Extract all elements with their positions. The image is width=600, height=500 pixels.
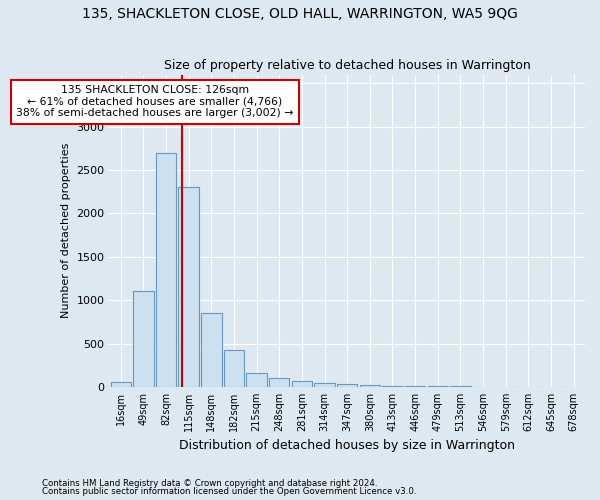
Text: Contains public sector information licensed under the Open Government Licence v3: Contains public sector information licen… xyxy=(42,487,416,496)
Bar xyxy=(382,386,403,387)
Bar xyxy=(359,385,380,387)
Bar xyxy=(133,292,154,387)
Bar xyxy=(247,372,267,387)
Bar xyxy=(110,382,131,387)
Bar xyxy=(292,382,312,387)
Bar xyxy=(314,382,335,387)
Bar xyxy=(428,386,448,387)
Text: 135 SHACKLETON CLOSE: 126sqm
← 61% of detached houses are smaller (4,766)
38% of: 135 SHACKLETON CLOSE: 126sqm ← 61% of de… xyxy=(16,85,293,118)
Bar xyxy=(224,350,244,387)
Title: Size of property relative to detached houses in Warrington: Size of property relative to detached ho… xyxy=(164,59,530,72)
Text: 135, SHACKLETON CLOSE, OLD HALL, WARRINGTON, WA5 9QG: 135, SHACKLETON CLOSE, OLD HALL, WARRING… xyxy=(82,8,518,22)
Bar xyxy=(269,378,289,387)
Bar xyxy=(337,384,358,387)
Bar xyxy=(405,386,425,387)
Bar xyxy=(201,313,221,387)
X-axis label: Distribution of detached houses by size in Warrington: Distribution of detached houses by size … xyxy=(179,440,515,452)
Bar xyxy=(156,152,176,387)
Bar xyxy=(178,188,199,387)
Text: Contains HM Land Registry data © Crown copyright and database right 2024.: Contains HM Land Registry data © Crown c… xyxy=(42,478,377,488)
Y-axis label: Number of detached properties: Number of detached properties xyxy=(61,143,71,318)
